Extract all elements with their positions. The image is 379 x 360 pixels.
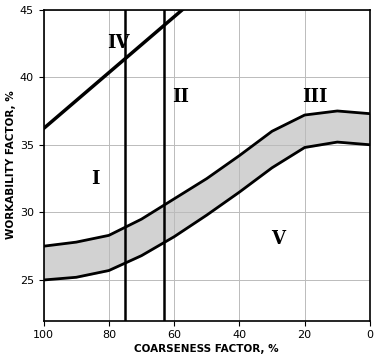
Text: IV: IV (107, 34, 130, 52)
Text: II: II (172, 89, 189, 107)
Text: III: III (302, 89, 327, 107)
X-axis label: COARSENESS FACTOR, %: COARSENESS FACTOR, % (135, 345, 279, 355)
Text: V: V (272, 230, 285, 248)
Y-axis label: WORKABILITY FACTOR, %: WORKABILITY FACTOR, % (6, 91, 16, 239)
Text: I: I (92, 170, 100, 188)
